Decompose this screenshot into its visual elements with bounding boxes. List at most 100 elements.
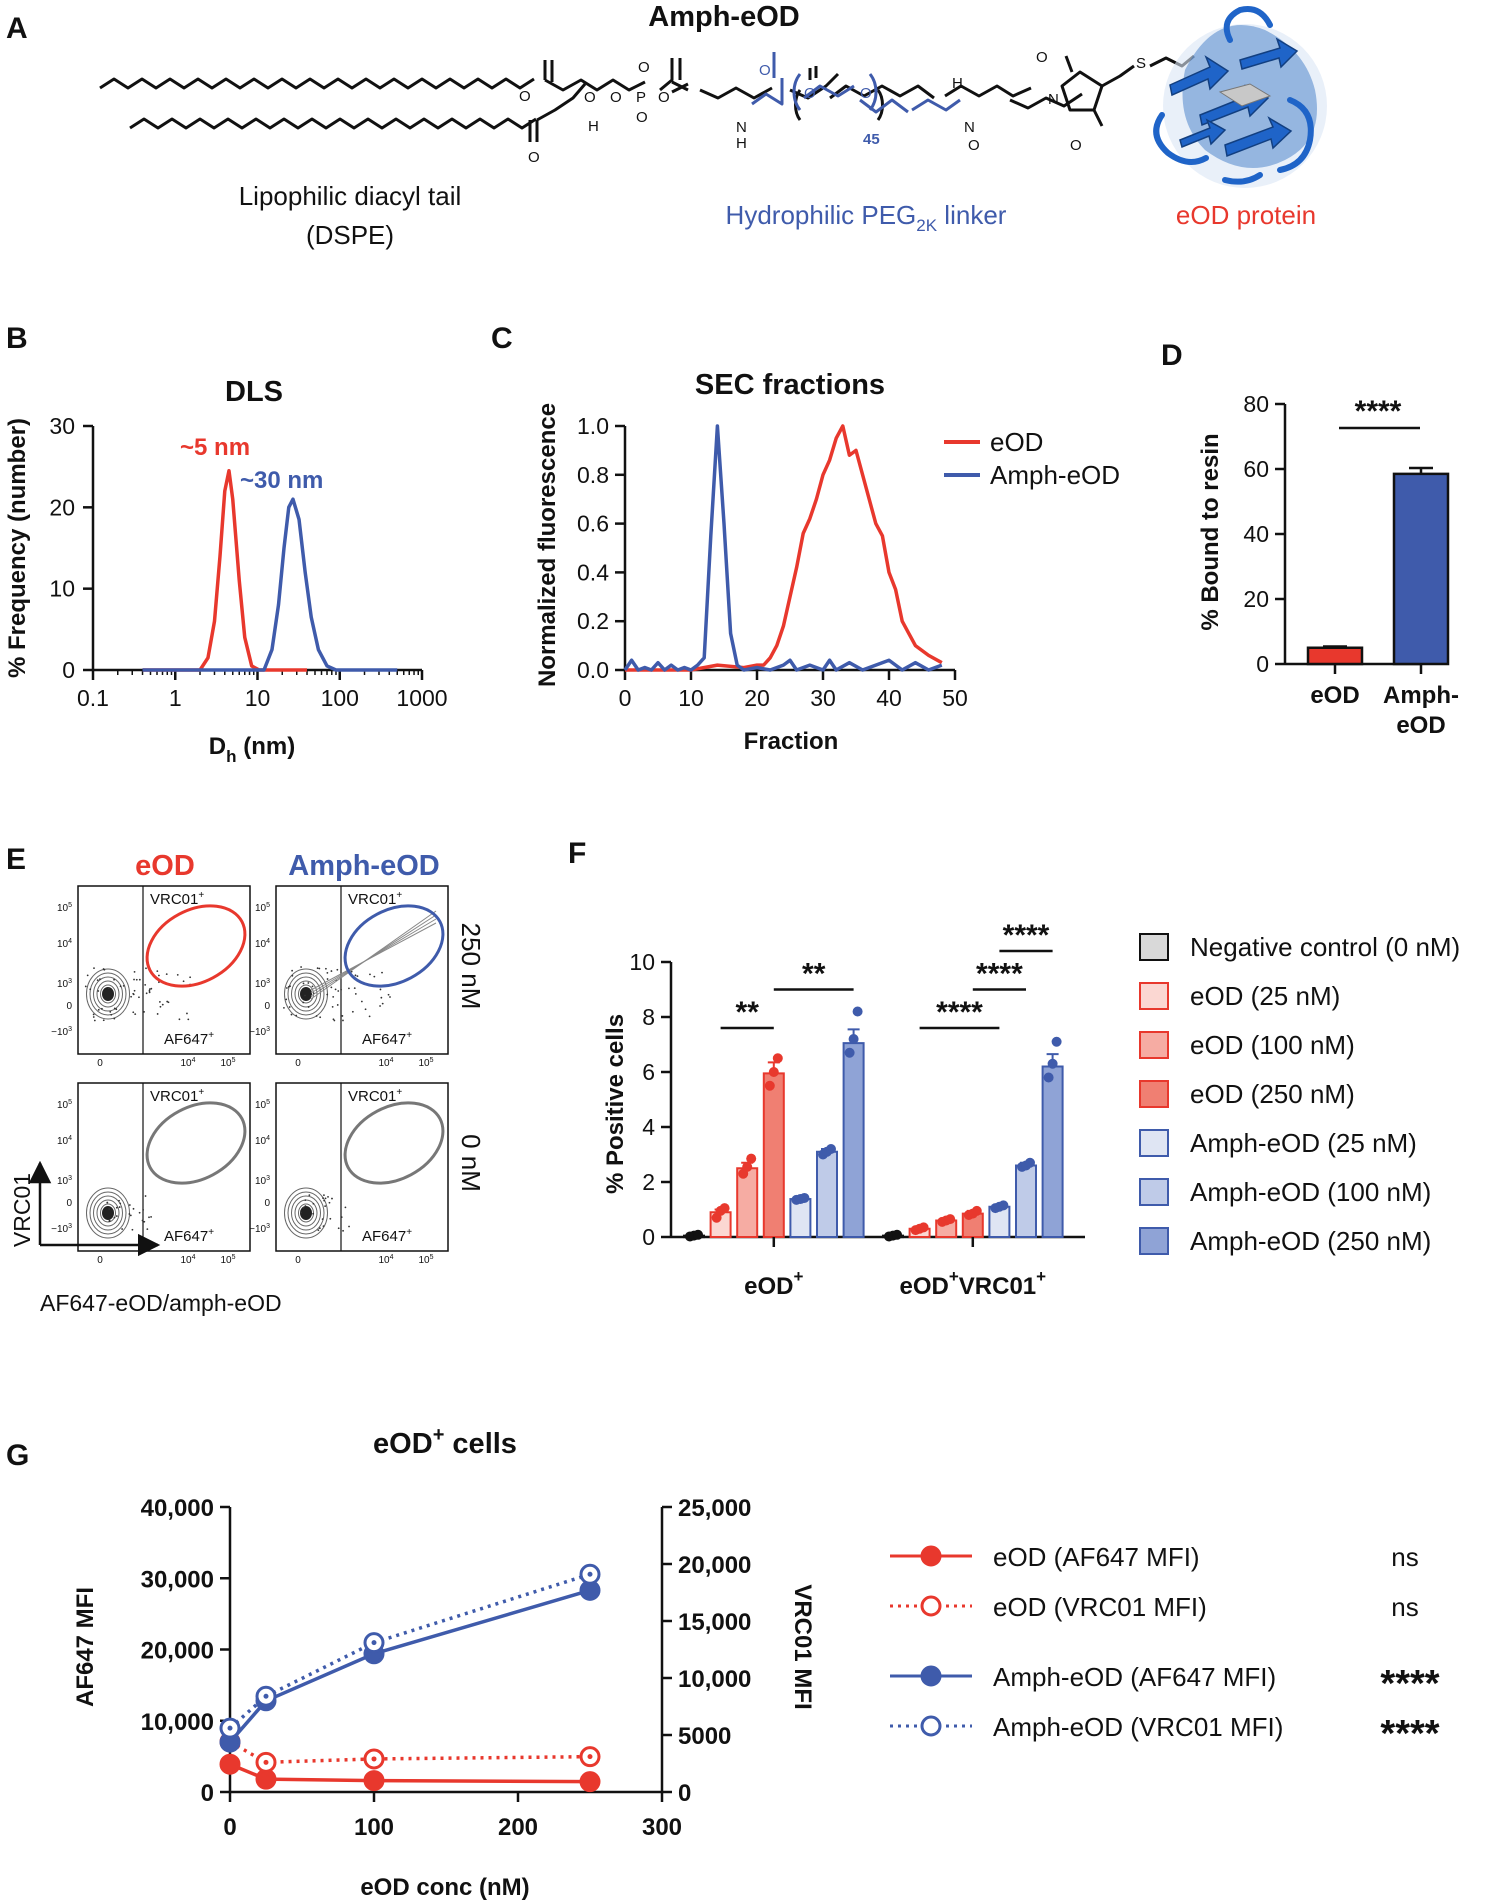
flow-event-dot	[344, 1206, 347, 1209]
flow-event-dot	[97, 1008, 100, 1011]
panel-d: D 0 20 40 60 80 eOD Amph-eOD **** % Bound to re…	[1161, 339, 1459, 739]
positive-cells-bar	[762, 1072, 785, 1238]
flow-event-dot	[324, 1205, 327, 1208]
flow-tick-base: −10	[51, 1224, 68, 1235]
positive-cells-legend-swatch	[1139, 1227, 1169, 1255]
flow-y-tick-label: 103	[255, 978, 270, 990]
flow-tick-exp: 4	[390, 1254, 394, 1261]
positive-cells-data-point	[892, 1229, 902, 1240]
flow-event-dot	[337, 990, 340, 992]
flow-event-dot	[158, 974, 160, 977]
flow-event-dot	[143, 1010, 145, 1013]
flow-tick-exp: 5	[68, 902, 72, 909]
dls-x-tick-label: 1000	[396, 685, 447, 711]
flow-event-dot	[336, 968, 339, 971]
flow-event-dot	[304, 1199, 307, 1201]
flow-event-dot	[135, 978, 138, 981]
flow-x-axis-label: AF647-eOD/amph-eOD	[40, 1290, 282, 1316]
flow-event-dot	[133, 978, 135, 981]
sec-y-tick-label: 0.4	[577, 559, 609, 585]
flow-density-contour	[86, 968, 130, 1020]
flow-tick-exp: 5	[232, 1254, 236, 1261]
peg-repeat-count: 45	[863, 131, 880, 148]
sec-x-axis-label: Fraction	[744, 728, 839, 755]
flow-event-dot	[166, 1000, 169, 1003]
flow-gate-label-text: AF647	[362, 1031, 406, 1048]
flow-event-dot	[304, 1205, 307, 1207]
mfi-data-point-center	[587, 1754, 593, 1760]
flow-tick-exp: 5	[266, 1099, 270, 1106]
flow-event-dot	[138, 1211, 141, 1214]
flow-event-dot	[128, 1204, 131, 1206]
flow-density-contour	[89, 972, 127, 1016]
flow-tick-exp: 5	[68, 1099, 72, 1106]
svg-text:O: O	[1036, 49, 1048, 66]
flow-event-dot	[379, 1005, 381, 1007]
flow-tick-base: 10	[57, 1136, 69, 1147]
flow-density-contour	[291, 976, 321, 1012]
positive-cells-y-tick-label: 8	[642, 1004, 655, 1030]
flow-tick-base: 10	[255, 903, 267, 914]
flow-y-tick-label: 105	[57, 1099, 72, 1111]
sec-series-line-amph-eod	[623, 424, 943, 672]
flow-event-dot	[132, 1207, 135, 1210]
flow-event-dot	[156, 970, 159, 973]
flow-event-dot	[315, 1015, 318, 1017]
panel-f-label: F	[568, 837, 586, 870]
positive-cells-y-tick-label: 0	[642, 1224, 655, 1250]
flow-plot-frame	[275, 1082, 449, 1252]
flow-event-dot	[113, 1216, 116, 1219]
flow-event-dot	[331, 1005, 334, 1008]
flow-event-dot	[100, 1007, 103, 1010]
flow-event-dot	[150, 1216, 152, 1218]
flow-tick-base: 10	[378, 1058, 390, 1069]
flow-event-dot	[144, 1195, 147, 1197]
flow-tick-exp: 4	[390, 1057, 394, 1064]
flow-event-dot	[331, 1197, 333, 1200]
flow-event-dot	[138, 996, 140, 999]
flow-event-dot	[118, 1206, 121, 1208]
sec-title: SEC fractions	[695, 369, 885, 401]
flow-event-dot	[133, 970, 136, 973]
flow-event-dot	[316, 967, 319, 970]
positive-cells-y-tick-label: 4	[642, 1114, 655, 1140]
dls-chart: 0.1 1 10 100 1000 0 10 20 30	[49, 413, 447, 711]
flow-event-dot	[115, 1206, 118, 1209]
panel-a-label: A	[6, 12, 28, 45]
flow-tick-base: −10	[249, 1224, 266, 1235]
mfi-data-point	[363, 1770, 385, 1792]
flow-y-tick-label: 0	[66, 1198, 72, 1209]
flow-x-tick-label: 0	[295, 1255, 301, 1266]
flow-event-dot	[326, 993, 329, 996]
flow-event-dot	[102, 1019, 105, 1022]
flow-y-tick-label: 0	[264, 1001, 270, 1012]
mfi-x-tick-label: 300	[642, 1814, 682, 1841]
flow-density-contour	[89, 1191, 127, 1235]
dls-series-line-amph-eod	[142, 497, 398, 672]
positive-cells-significance-stars: ****	[976, 958, 1023, 991]
panel-b: B DLS 0.1 1 10 100 1000 0 10 20 30 % Frequency (…	[4, 322, 448, 766]
flow-event-dot	[348, 987, 350, 990]
flow-event-dot	[291, 969, 294, 972]
flow-event-dot	[311, 985, 314, 988]
panel-d-label: D	[1161, 339, 1183, 372]
dls-x-axis-label: Dh (nm)	[209, 733, 295, 766]
flow-event-dot	[285, 998, 288, 1001]
positive-cells-data-point	[844, 1047, 855, 1058]
dls-y-tick-label: 20	[49, 494, 75, 520]
flow-diagonal-contour	[310, 922, 437, 991]
svg-text:H: H	[952, 75, 963, 92]
flow-event-dot	[110, 1013, 113, 1016]
flow-event-dot	[129, 1214, 132, 1217]
flow-x-tick-label: 104	[378, 1254, 393, 1266]
mfi-legend-marker	[920, 1665, 942, 1687]
resin-y-tick-label: 60	[1243, 456, 1269, 482]
svg-text:H: H	[736, 135, 747, 152]
positive-cells-data-point	[719, 1203, 730, 1214]
flow-event-dot	[304, 994, 306, 997]
flow-y-tick-label: −103	[249, 1026, 270, 1038]
mfi-right-y-axis-label: VRC01 MFI	[789, 1584, 816, 1709]
positive-cells-y-tick-label: 10	[629, 949, 655, 975]
